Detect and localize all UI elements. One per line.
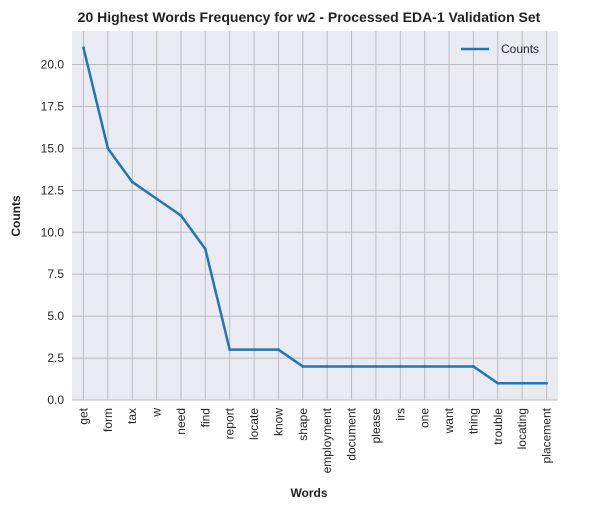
data-point [325, 365, 329, 368]
legend-label-counts: Counts [501, 42, 539, 56]
y-tick-label: 17.5 [41, 99, 65, 113]
x-tick-label: tax [125, 408, 139, 424]
x-tick-label: locating [515, 408, 529, 449]
chart-title: 20 Highest Words Frequency for w2 - Proc… [78, 9, 541, 25]
x-tick-label: thing [466, 408, 480, 434]
data-point [374, 365, 378, 368]
y-axis-label: Counts [9, 195, 23, 237]
x-tick-label: need [174, 408, 188, 435]
data-point [496, 381, 500, 385]
x-tick-label: want [442, 407, 456, 434]
y-tick-label: 15.0 [41, 141, 65, 155]
x-tick-label: shape [296, 408, 310, 441]
x-axis-label: Words [290, 486, 327, 500]
data-point [179, 214, 183, 217]
x-tick-label: employment [320, 407, 334, 473]
x-tick-label: locate [247, 408, 261, 440]
y-tick-label: 5.0 [47, 309, 64, 323]
legend: Counts [461, 42, 539, 56]
x-tick-label: find [198, 408, 212, 427]
x-axis-ticks: get form tax w need find report locate know shape… [77, 407, 554, 473]
y-tick-label: 10.0 [41, 225, 65, 239]
y-tick-label: 20.0 [41, 58, 65, 72]
data-point [203, 247, 207, 251]
data-point [252, 348, 256, 352]
data-point [471, 365, 475, 368]
data-point [301, 365, 305, 368]
data-point [130, 180, 134, 184]
x-tick-label: know [271, 408, 285, 436]
x-tick-label: trouble [491, 408, 505, 445]
series-line-counts [82, 46, 548, 385]
data-point [350, 365, 353, 368]
data-point [423, 365, 427, 368]
data-point [106, 147, 110, 150]
data-point [398, 365, 402, 368]
data-point [447, 365, 451, 368]
x-tick-label: please [369, 408, 383, 444]
x-tick-label: form [101, 408, 115, 432]
y-axis-ticks: 0.0 2.5 5.0 7.5 10.0 12.5 15.0 17.5 20.0 [41, 58, 65, 407]
x-tick-label: placement [540, 407, 554, 463]
x-tick-label: one [418, 408, 432, 428]
y-tick-label: 7.5 [47, 267, 64, 281]
data-point [520, 381, 524, 385]
x-tick-label: get [77, 407, 91, 424]
data-point [545, 381, 548, 385]
data-point [228, 348, 232, 352]
y-tick-label: 2.5 [47, 351, 64, 365]
data-layer [82, 46, 548, 385]
data-point [155, 197, 159, 201]
data-point [82, 46, 85, 50]
y-tick-label: 0.0 [47, 393, 64, 407]
x-tick-label: document [345, 407, 359, 460]
x-tick-label: irs [393, 408, 407, 421]
data-point [277, 348, 280, 352]
y-tick-label: 12.5 [41, 183, 65, 197]
x-tick-label: report [223, 407, 237, 439]
plot-area [72, 31, 558, 400]
x-tick-label: w [150, 408, 164, 418]
